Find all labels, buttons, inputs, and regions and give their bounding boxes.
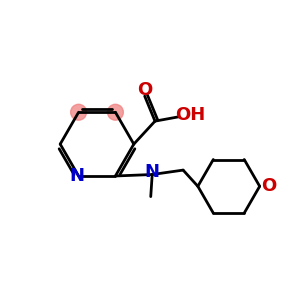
Text: N: N [145, 163, 160, 181]
Text: O: O [137, 81, 152, 99]
Text: O: O [261, 177, 276, 195]
Text: OH: OH [175, 106, 206, 124]
Circle shape [107, 104, 123, 120]
Text: N: N [70, 167, 85, 185]
Circle shape [70, 104, 86, 120]
